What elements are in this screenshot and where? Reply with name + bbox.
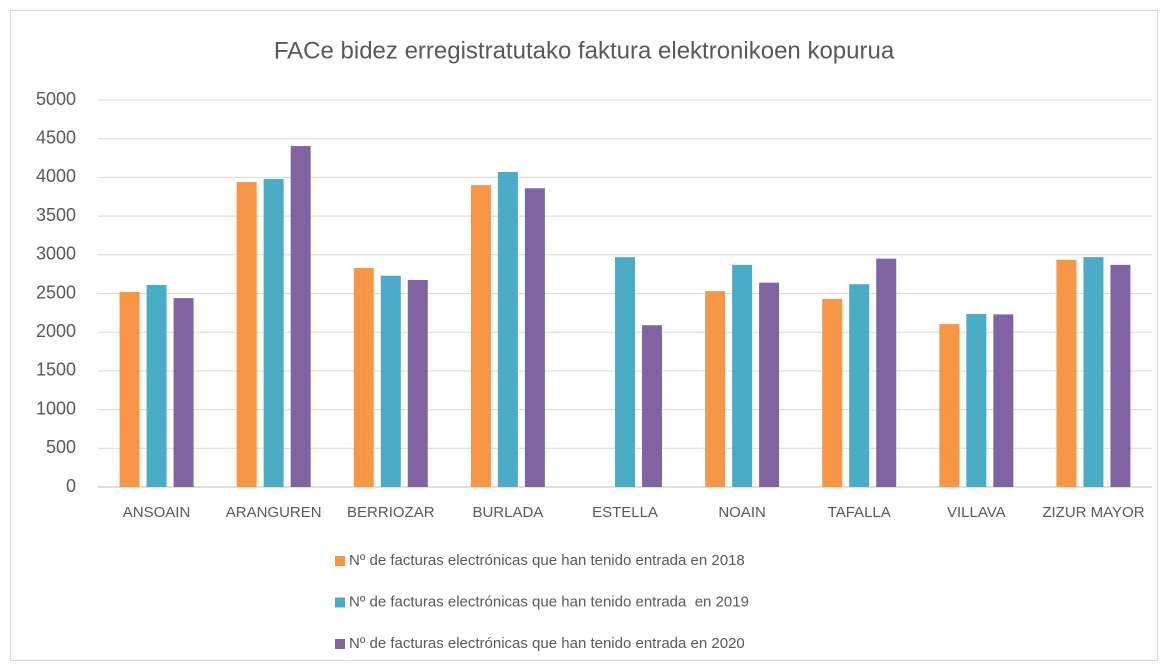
y-tick-label: 0 — [66, 476, 76, 496]
legend-label: Nº de facturas electrónicas que han teni… — [349, 635, 745, 652]
x-tick-label: ARANGUREN — [226, 504, 322, 521]
bar — [380, 275, 401, 487]
bar — [146, 284, 167, 487]
bar — [236, 182, 257, 487]
y-tick-label: 3500 — [36, 205, 76, 225]
bar — [642, 325, 662, 487]
y-tick-label: 2500 — [36, 282, 76, 302]
y-tick-label: 500 — [46, 437, 76, 457]
x-tick-label: TAFALLA — [828, 504, 891, 521]
y-tick-label: 1000 — [36, 398, 76, 418]
x-tick-label: NOAIN — [718, 504, 766, 521]
bar — [822, 298, 843, 487]
bar — [497, 171, 518, 487]
y-tick-label: 4000 — [36, 166, 76, 186]
bar — [876, 258, 897, 487]
bar — [1056, 259, 1077, 487]
bar — [119, 291, 140, 487]
x-tick-label: ZIZUR MAYOR — [1042, 504, 1144, 521]
legend-label: Nº de facturas electrónicas que han teni… — [349, 593, 749, 610]
y-tick-label: 4500 — [36, 127, 76, 147]
legend-swatch — [335, 556, 345, 566]
x-tick-label: ANSOAIN — [123, 504, 191, 521]
x-tick-label: VILLAVA — [947, 504, 1006, 521]
y-tick-label: 2000 — [36, 321, 76, 341]
bar — [524, 188, 545, 487]
bar — [1083, 257, 1104, 487]
bar — [759, 282, 780, 487]
bar — [263, 178, 284, 487]
bar — [407, 279, 428, 487]
legend-swatch — [335, 639, 345, 649]
bar — [173, 298, 194, 487]
bar — [470, 185, 491, 487]
bar — [732, 264, 753, 487]
bar — [993, 314, 1014, 487]
legend-swatch — [335, 597, 345, 608]
y-tick-label: 5000 — [36, 89, 76, 109]
bar — [705, 291, 726, 487]
bar — [966, 314, 987, 487]
bar — [849, 284, 870, 487]
y-tick-label: 1500 — [36, 360, 76, 380]
bar — [353, 267, 374, 487]
bar — [615, 257, 635, 487]
legend-label: Nº de facturas electrónicas que han teni… — [349, 552, 745, 569]
x-tick-label: BURLADA — [472, 504, 543, 521]
y-tick-label: 3000 — [36, 244, 76, 264]
x-tick-label: BERRIOZAR — [347, 504, 435, 521]
chart-title: FACe bidez erregistratutako faktura elek… — [274, 37, 895, 64]
bar — [1110, 264, 1131, 487]
bar — [939, 324, 960, 487]
x-tick-label: ESTELLA — [592, 504, 658, 521]
bar — [290, 146, 311, 488]
